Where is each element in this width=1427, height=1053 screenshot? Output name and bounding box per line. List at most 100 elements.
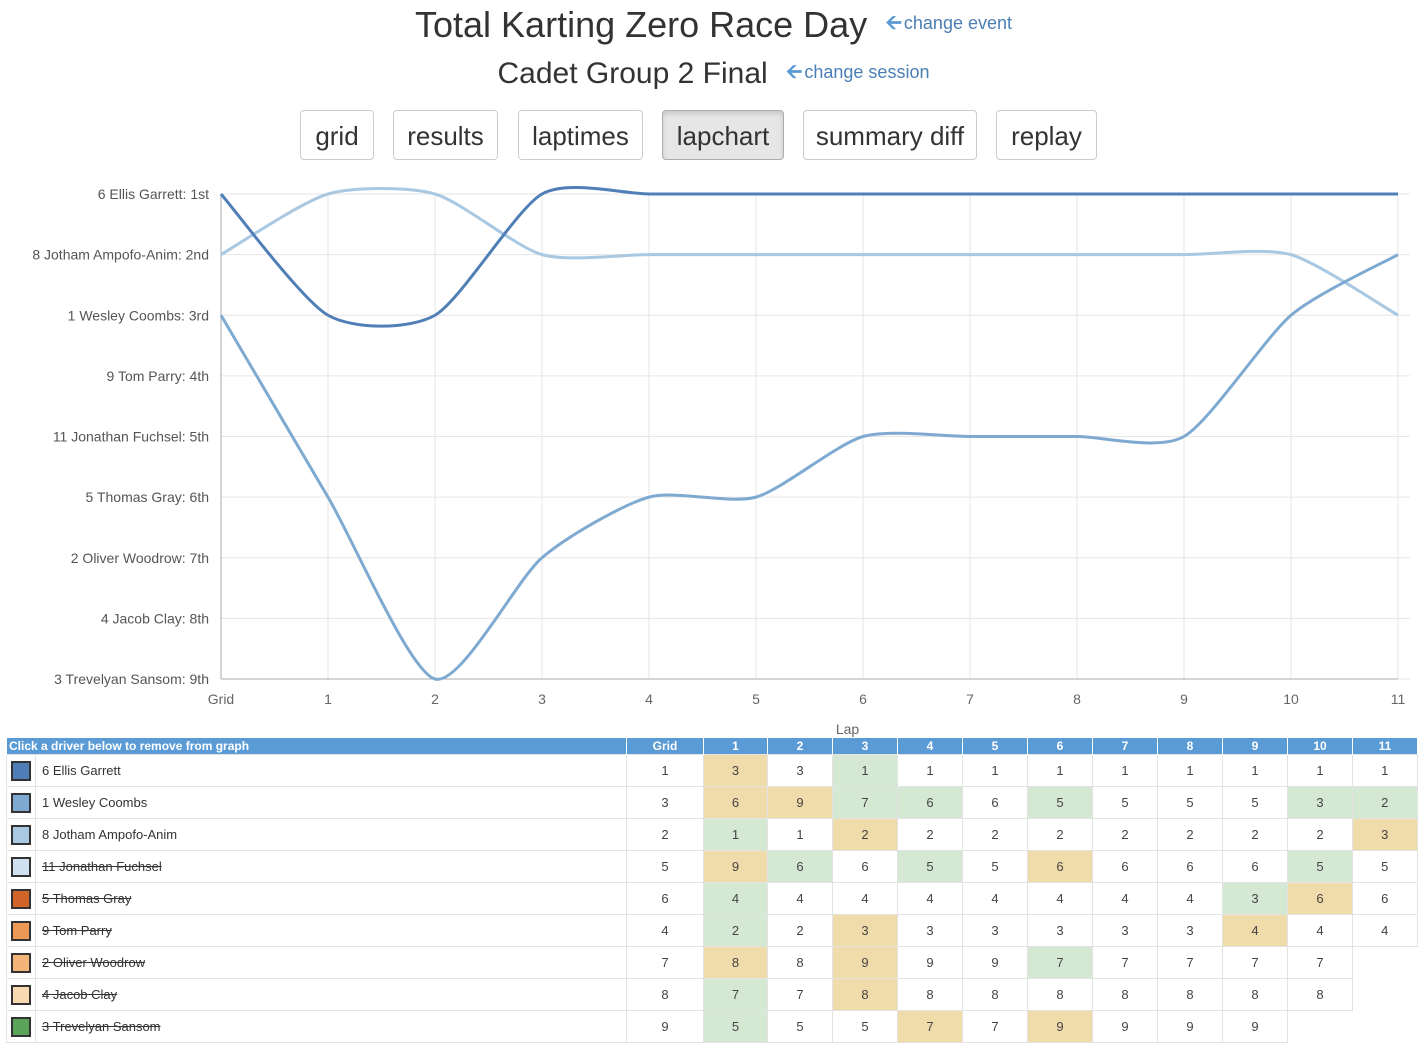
y-tick-label: 9 Tom Parry: 4th: [107, 368, 209, 384]
change-session-link[interactable]: 🡨 change session: [786, 57, 929, 91]
x-tick-label: 4: [645, 691, 653, 707]
position-cell: 8: [626, 978, 704, 1011]
driver-name[interactable]: 2 Oliver Woodrow: [35, 946, 627, 979]
driver-row[interactable]: 4 Jacob Clay 8 7 7 8 8 8 8 8 8 8 8: [6, 978, 1418, 1011]
color-swatch[interactable]: [11, 760, 31, 781]
y-tick-label: 11 Jonathan Fuchsel: 5th: [53, 429, 209, 445]
tab-lapchart[interactable]: lapchart: [662, 110, 784, 160]
driver-name[interactable]: 9 Tom Parry: [35, 914, 627, 947]
change-event-link[interactable]: 🡨 change event: [886, 8, 1012, 42]
event-title-row: Total Karting Zero Race Day 🡨 change even…: [0, 4, 1427, 46]
color-swatch[interactable]: [11, 824, 31, 845]
driver-color-swatch-cell[interactable]: [6, 1010, 36, 1043]
position-cell: 8: [832, 978, 898, 1011]
position-cell: 4: [767, 882, 833, 915]
position-cell: 5: [1287, 850, 1353, 883]
position-cell: 5: [1092, 786, 1158, 819]
position-cell: 7: [1222, 946, 1288, 979]
position-cell: 2: [767, 914, 833, 947]
color-swatch[interactable]: [11, 856, 31, 877]
color-swatch[interactable]: [11, 984, 31, 1005]
driver-color-swatch-cell[interactable]: [6, 978, 36, 1011]
position-cell: 1: [767, 818, 833, 851]
driver-row[interactable]: 2 Oliver Woodrow 7 8 8 9 9 9 7 7 7 7 7: [6, 946, 1418, 979]
position-cell: 2: [703, 914, 768, 947]
position-cell: 3: [1352, 818, 1418, 851]
position-cell: 1: [1157, 754, 1223, 787]
position-cell: 3: [962, 914, 1028, 947]
driver-color-swatch-cell[interactable]: [6, 914, 36, 947]
driver-row[interactable]: 1 Wesley Coombs 3 6 9 7 6 6 5 5 5 5 3 2: [6, 786, 1418, 819]
driver-row[interactable]: 11 Jonathan Fuchsel 5 9 6 6 5 5 6 6 6 6 5 5: [6, 850, 1418, 883]
position-cell: 8: [703, 946, 768, 979]
x-tick-label: Grid: [208, 691, 234, 707]
position-cell: 5: [1352, 850, 1418, 883]
y-tick-label: 4 Jacob Clay: 8th: [101, 610, 209, 626]
driver-name[interactable]: 1 Wesley Coombs: [35, 786, 627, 819]
position-cell: 1: [1222, 754, 1288, 787]
position-cell: 3: [703, 754, 768, 787]
position-cell: 3: [1027, 914, 1093, 947]
position-cell: 8: [1027, 978, 1093, 1011]
color-swatch[interactable]: [11, 888, 31, 909]
driver-color-swatch-cell[interactable]: [6, 946, 36, 979]
position-cell: 4: [1027, 882, 1093, 915]
driver-name[interactable]: 4 Jacob Clay: [35, 978, 627, 1011]
position-cell: [1353, 979, 1418, 1011]
change-session-label: change session: [804, 62, 930, 82]
color-swatch[interactable]: [11, 920, 31, 941]
position-cell: 2: [1157, 818, 1223, 851]
position-cell: 3: [1222, 882, 1288, 915]
position-cell: 8: [1157, 978, 1223, 1011]
driver-name[interactable]: 3 Trevelyan Sansom: [35, 1010, 627, 1043]
driver-color-swatch-cell[interactable]: [6, 882, 36, 915]
position-cell: 1: [962, 754, 1028, 787]
x-tick-label: 5: [752, 691, 760, 707]
driver-row[interactable]: 6 Ellis Garrett 1 3 3 1 1 1 1 1 1 1 1 1: [6, 754, 1418, 787]
position-cell: 5: [897, 850, 963, 883]
position-cell: 4: [832, 882, 898, 915]
tab-laptimes[interactable]: laptimes: [518, 110, 643, 160]
column-header: 10: [1287, 738, 1353, 755]
position-cell: 8: [962, 978, 1028, 1011]
position-cell: 3: [832, 914, 898, 947]
driver-row[interactable]: 8 Jotham Ampofo-Anim 2 1 1 2 2 2 2 2 2 2 2 3: [6, 818, 1418, 851]
position-cell: 3: [1287, 786, 1353, 819]
driver-row[interactable]: 9 Tom Parry 4 2 2 3 3 3 3 3 3 4 4 4: [6, 914, 1418, 947]
driver-name[interactable]: 8 Jotham Ampofo-Anim: [35, 818, 627, 851]
column-header: Grid: [626, 738, 704, 755]
driver-row[interactable]: 3 Trevelyan Sansom 9 5 5 5 7 7 9 9 9 9: [6, 1010, 1418, 1043]
position-cell: 9: [703, 850, 768, 883]
color-swatch[interactable]: [11, 952, 31, 973]
position-cell: 6: [703, 786, 768, 819]
tab-replay[interactable]: replay: [996, 110, 1097, 160]
driver-row[interactable]: 5 Thomas Gray 6 4 4 4 4 4 4 4 4 3 6 6: [6, 882, 1418, 915]
x-tick-label: 2: [431, 691, 439, 707]
driver-name[interactable]: 5 Thomas Gray: [35, 882, 627, 915]
position-cell: 9: [1027, 1010, 1093, 1043]
position-cell: 1: [1352, 754, 1418, 787]
position-cell: 7: [897, 1010, 963, 1043]
tab-summary-diff[interactable]: summary diff: [803, 110, 977, 160]
x-tick-label: 6: [859, 691, 867, 707]
color-swatch[interactable]: [11, 792, 31, 813]
driver-color-swatch-cell[interactable]: [6, 850, 36, 883]
driver-color-swatch-cell[interactable]: [6, 786, 36, 819]
position-cell: 1: [1287, 754, 1353, 787]
color-swatch[interactable]: [11, 1016, 31, 1037]
position-cell: 8: [1092, 978, 1158, 1011]
position-cell: 2: [1092, 818, 1158, 851]
event-title: Total Karting Zero Race Day: [415, 4, 868, 45]
driver-name[interactable]: 6 Ellis Garrett: [35, 754, 627, 787]
tab-results[interactable]: results: [393, 110, 498, 160]
driver-color-swatch-cell[interactable]: [6, 818, 36, 851]
position-cell: 1: [832, 754, 898, 787]
position-cell: 3: [1092, 914, 1158, 947]
position-cell: 4: [1157, 882, 1223, 915]
tab-grid[interactable]: grid: [300, 110, 374, 160]
driver-color-swatch-cell[interactable]: [6, 754, 36, 787]
position-cell: 3: [626, 786, 704, 819]
position-cell: 9: [897, 946, 963, 979]
position-cell: 6: [1027, 850, 1093, 883]
driver-name[interactable]: 11 Jonathan Fuchsel: [35, 850, 627, 883]
